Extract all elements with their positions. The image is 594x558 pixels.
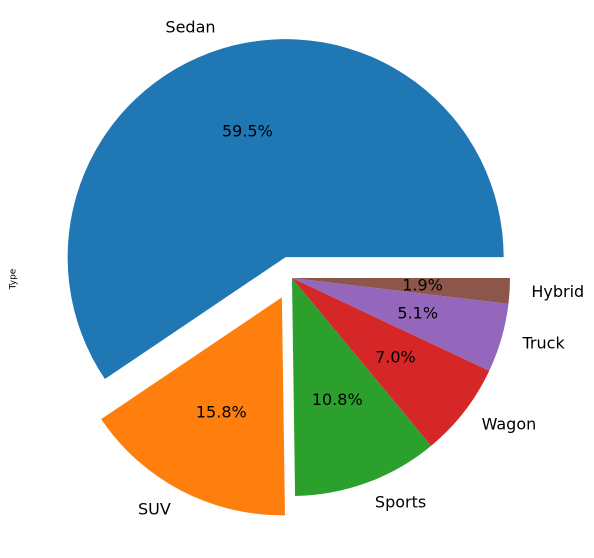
percent-label-suv: 15.8% xyxy=(196,403,247,422)
category-label-wagon: Wagon xyxy=(482,414,537,433)
pie-slice-suv xyxy=(101,297,285,516)
pie-slices xyxy=(67,39,510,516)
percent-label-wagon: 7.0% xyxy=(375,348,416,367)
y-axis-label: Type xyxy=(9,268,19,290)
pie-slice-sports xyxy=(292,278,432,496)
category-label-sedan: Sedan xyxy=(165,17,215,36)
percent-label-hybrid: 1.9% xyxy=(402,275,443,294)
percent-label-sedan: 59.5% xyxy=(222,122,273,141)
percent-label-sports: 10.8% xyxy=(312,390,363,409)
pie-slice-hybrid xyxy=(292,278,510,304)
category-label-truck: Truck xyxy=(522,334,566,353)
category-label-hybrid: Hybrid xyxy=(531,282,584,301)
pie-slice-sedan xyxy=(67,39,504,380)
percent-label-truck: 5.1% xyxy=(397,304,438,323)
pie-slice-truck xyxy=(292,278,509,371)
category-label-suv: SUV xyxy=(138,499,171,518)
pie-slice-wagon xyxy=(292,278,490,446)
category-labels: Sedan SUV Sports Wagon Truck Hybrid xyxy=(138,17,584,518)
category-label-sports: Sports xyxy=(375,493,426,512)
percent-labels: 59.5% 15.8% 10.8% 7.0% 5.1% 1.9% xyxy=(196,122,443,422)
